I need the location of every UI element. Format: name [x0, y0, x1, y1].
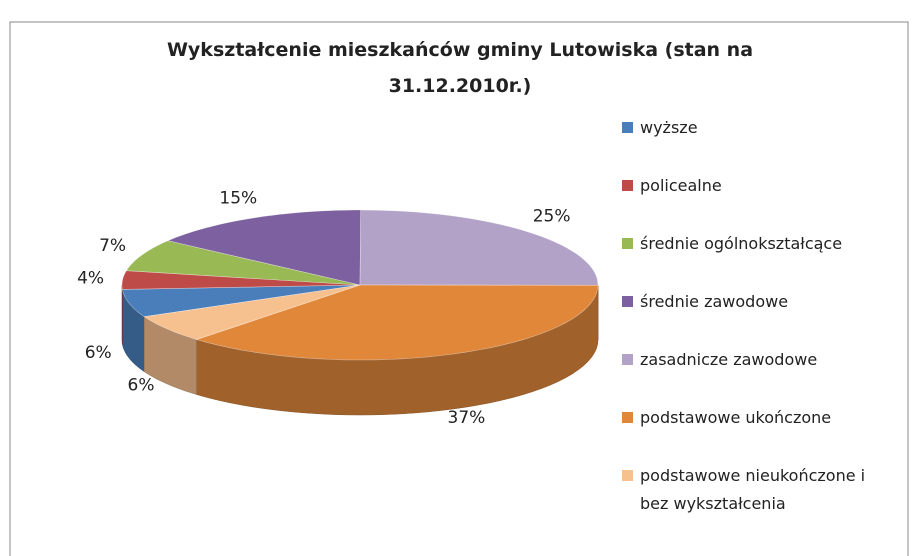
legend-swatch — [622, 354, 633, 365]
legend-swatch — [622, 296, 633, 307]
data-label: 6% — [128, 376, 155, 396]
data-label: 37% — [448, 408, 486, 428]
legend-swatch — [622, 122, 633, 133]
legend-label: średnie ogólnokształcące — [640, 234, 843, 253]
slice — [195, 284, 599, 361]
data-label: 4% — [77, 269, 104, 289]
legend-item: policealne — [620, 170, 900, 228]
data-label: 25% — [533, 207, 571, 227]
legend: wyższe policealne średnie ogólnokształcące… — [620, 112, 900, 518]
slice — [166, 209, 362, 286]
data-label: 7% — [99, 236, 126, 256]
data-label: 15% — [219, 188, 257, 208]
legend-label: podstawowe ukończone — [640, 408, 832, 427]
legend-label: policealne — [640, 176, 722, 195]
slice — [122, 284, 361, 318]
legend-swatch — [622, 238, 633, 249]
data-label: 6% — [85, 343, 112, 363]
legend-label: zasadnicze zawodowe — [640, 350, 818, 369]
slice — [143, 284, 361, 340]
legend-swatch — [622, 470, 633, 481]
legend-swatch — [622, 180, 633, 191]
legend-label: średnie zawodowe — [640, 292, 789, 311]
slice — [121, 270, 361, 290]
legend-item: wyższe — [620, 112, 900, 170]
legend-item: średnie zawodowe — [620, 286, 900, 344]
chart-title: Wykształcenie mieszkańców gminy Lutowisk… — [166, 39, 754, 97]
legend-item: średnie ogólnokształcące — [620, 228, 900, 286]
legend-label: podstawowe nieukończone i bez wykształce… — [640, 466, 866, 513]
slice — [125, 240, 361, 286]
slice — [359, 209, 599, 286]
legend-item: zasadnicze zawodowe — [620, 344, 900, 402]
legend-swatch — [622, 412, 633, 423]
legend-item: podstawowe ukończone — [620, 402, 900, 460]
chart-frame — [9, 21, 909, 556]
legend-item: podstawowe nieukończone i bez wykształce… — [620, 460, 900, 518]
legend-label: wyższe — [640, 118, 698, 137]
